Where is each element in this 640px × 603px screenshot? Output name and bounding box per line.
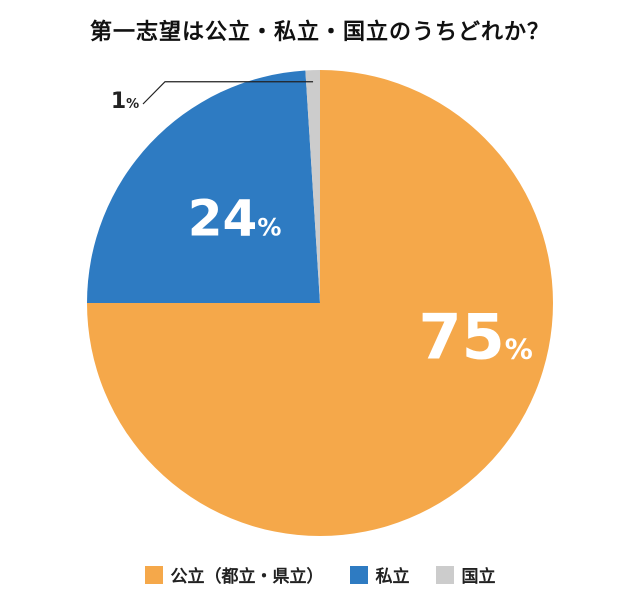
legend-swatch-public xyxy=(144,565,163,584)
legend-label-national: 国立 xyxy=(461,567,496,587)
legend-label-public: 公立（都立・県立） xyxy=(170,567,324,587)
data-label-public: 75% xyxy=(419,301,533,374)
legend-item-national: 国立 xyxy=(435,562,496,587)
legend-swatch-national xyxy=(435,565,454,584)
data-label-private: 24% xyxy=(188,189,282,247)
legend-label-private: 私立 xyxy=(375,567,410,587)
pie-chart: 75% 24% 1% xyxy=(87,70,553,536)
legend-swatch-private xyxy=(349,565,368,584)
legend-item-public: 公立（都立・県立） xyxy=(144,562,324,587)
legend: 公立（都立・県立） 私立 国立 xyxy=(0,562,640,587)
pie-slice-national xyxy=(305,70,320,303)
chart-title: 第一志望は公立・私立・国立のうちどれか？ xyxy=(89,20,550,45)
legend-item-private: 私立 xyxy=(349,562,410,587)
pie-slice-private xyxy=(87,70,320,303)
data-label-national: 1% xyxy=(111,89,139,114)
leader-line-national xyxy=(142,81,314,105)
